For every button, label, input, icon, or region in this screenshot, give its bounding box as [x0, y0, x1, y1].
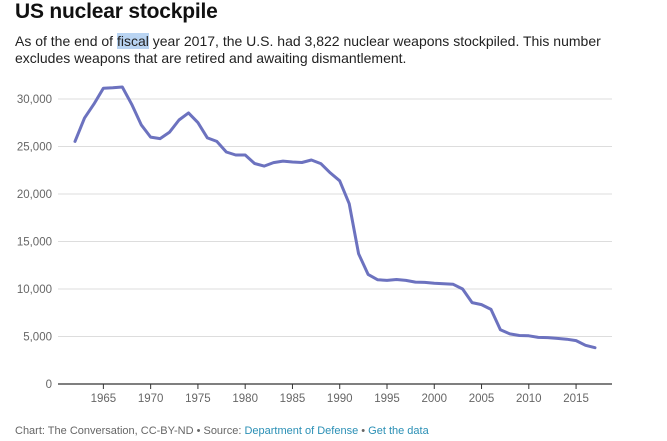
x-tick-label: 1965 [91, 393, 117, 405]
x-tick-label: 1985 [280, 393, 306, 405]
footer-credit: Chart: The Conversation, CC-BY-ND [15, 425, 194, 437]
footer-separator-source: • Source: [193, 425, 245, 437]
chart-footer: Chart: The Conversation, CC-BY-ND • Sour… [15, 425, 429, 437]
y-tick-label: 20,000 [17, 189, 52, 201]
y-tick-label: 15,000 [17, 237, 52, 249]
y-tick-label: 5,000 [23, 332, 52, 344]
x-tick-label: 1995 [374, 393, 400, 405]
x-tick-label: 1970 [138, 393, 164, 405]
subtitle-text-after: year 2017, the U.S. had 3,822 nuclear we… [15, 33, 601, 66]
subtitle-highlighted-word: fiscal [116, 33, 149, 49]
chart-subtitle: As of the end of fiscal year 2017, the U… [15, 33, 635, 67]
footer-separator: • [358, 425, 369, 437]
stockpile-series-line [73, 85, 597, 350]
x-tick-label: 1980 [232, 393, 258, 405]
y-tick-label: 25,000 [17, 142, 52, 154]
y-tick-label: 10,000 [17, 284, 52, 296]
x-tick-label: 2005 [469, 393, 495, 405]
get-the-data-link[interactable]: Get the data [368, 425, 429, 437]
x-tick-label: 2010 [516, 393, 542, 405]
y-tick-label: 30,000 [17, 94, 52, 106]
subtitle-text-before: As of the end of [15, 33, 117, 49]
x-tick-label: 2015 [563, 393, 589, 405]
chart-title: US nuclear stockpile [15, 0, 218, 23]
x-tick-label: 2000 [421, 393, 447, 405]
y-tick-label: 0 [46, 379, 52, 391]
source-link[interactable]: Department of Defense [244, 425, 359, 437]
x-tick-label: 1975 [185, 393, 211, 405]
x-tick-label: 1990 [327, 393, 353, 405]
